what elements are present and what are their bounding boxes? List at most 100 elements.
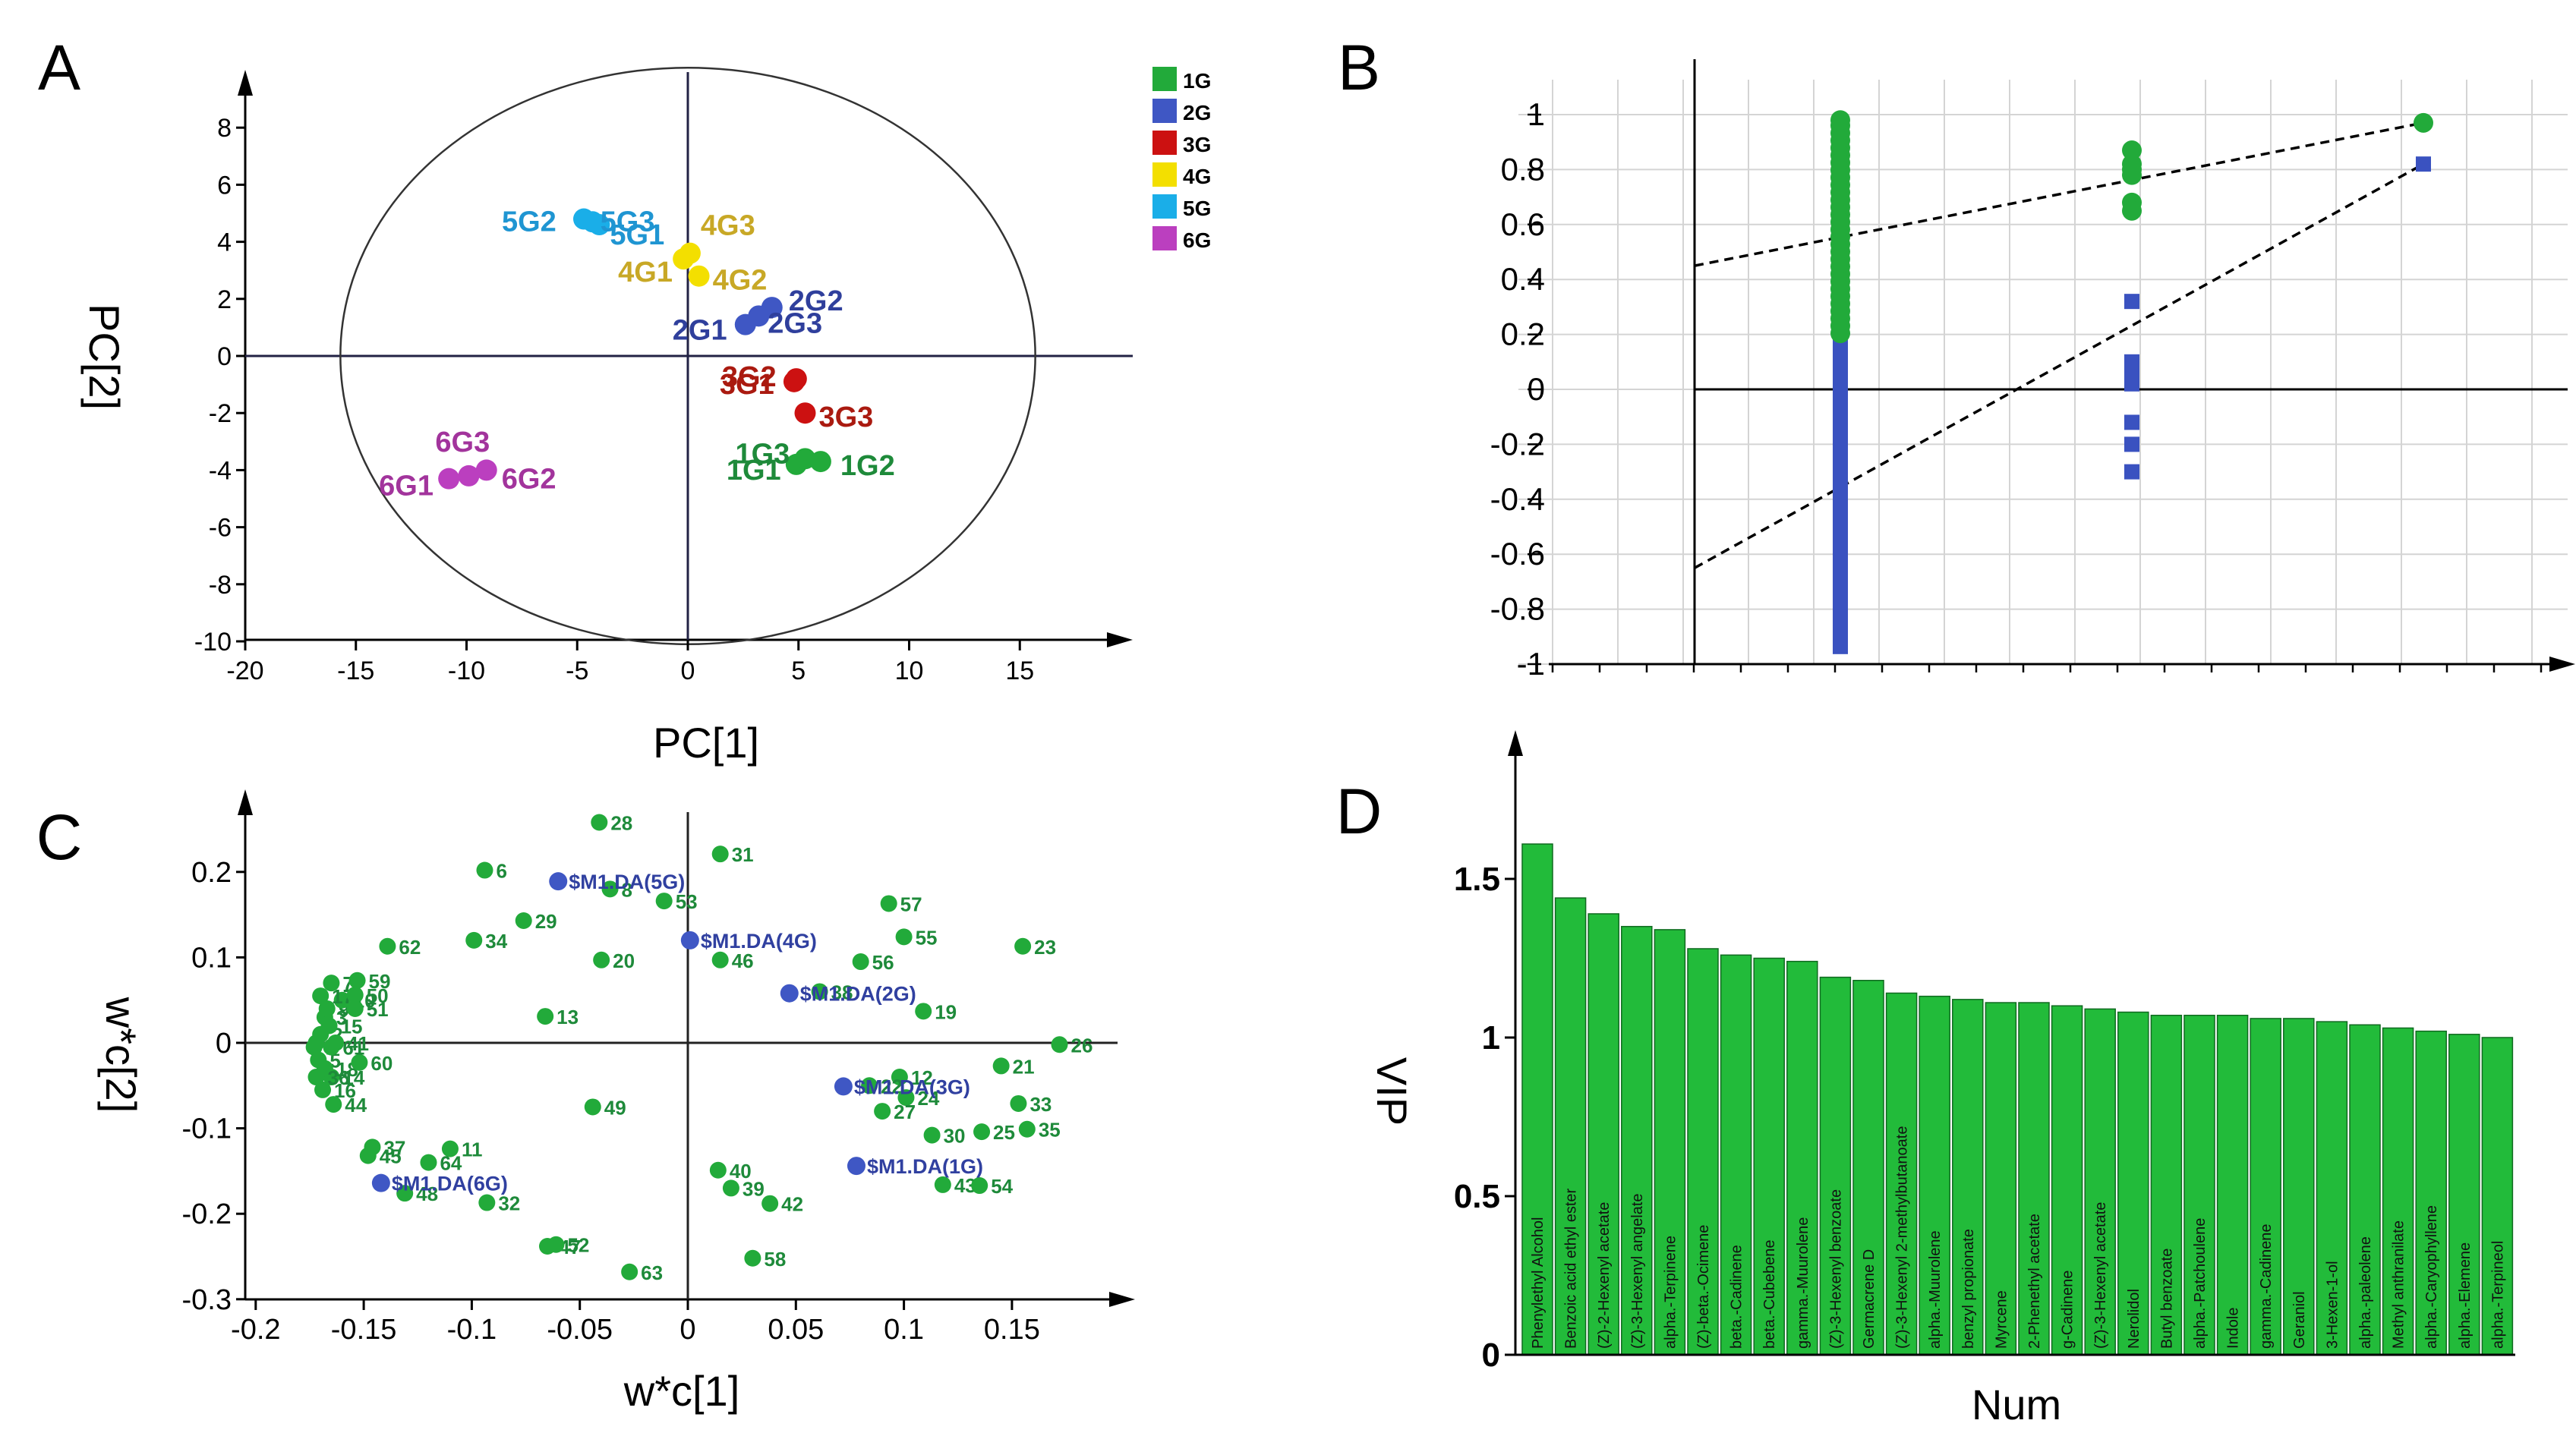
legend-swatch-4g [1152,162,1177,187]
variable-label: 11 [462,1138,483,1161]
y-tick-label: -0.3 [182,1284,232,1316]
score-point-3g2 [785,368,807,390]
x-tick-label: 5 [791,657,806,685]
score-point-1g3 [794,448,816,470]
vip-bar-label: (Z)-2-Hexenyl acetate [1596,1202,1613,1349]
legend-swatch-2g [1152,99,1177,123]
variable-point-6 [476,861,493,879]
variable-label: 42 [781,1193,803,1216]
variable-label: 46 [732,949,754,972]
x-tick-label: 0.15 [984,1314,1040,1346]
score-label: 6G3 [435,427,490,458]
vip-bar-label: alpha.-Caryophyllene [2423,1205,2440,1349]
vip-bar-label: alpha.-Terpinene [1662,1236,1679,1349]
y-tick-label: 0 [1482,1337,1500,1374]
variable-label: 39 [743,1177,765,1200]
class-dummy-point [780,984,799,1003]
score-label: 6G1 [379,471,434,502]
variable-label: 33 [1029,1093,1052,1116]
score-label: 5G2 [502,206,557,238]
vip-bar-17 [2051,1005,2083,1356]
y-axis-label: w*c[2] [97,997,145,1113]
vip-bar-19 [2117,1011,2149,1356]
y-tick-label: 8 [217,114,232,143]
y-tick-label: -4 [209,456,232,485]
variable-point-17 [312,987,329,1005]
variable-point-57 [880,895,897,912]
vip-bar-label: (Z)-3-Hexenyl angelate [1629,1193,1646,1349]
vip-bar-label: 2-Phenethyl acetate [2026,1214,2043,1349]
vip-bar-label: Phenylethyl Alcohol [1530,1217,1547,1349]
y-tick-label: -0.1 [182,1113,232,1145]
x-axis-label: Num [1972,1381,2061,1428]
variable-point-13 [537,1008,554,1025]
score-label: 2G2 [789,285,843,317]
variable-point-7 [323,975,340,992]
vip-bar-label: Myrcene [1993,1290,2010,1349]
variable-point-51 [346,1000,364,1017]
variable-label: 59 [369,970,391,993]
score-label: 3G1 [720,369,774,401]
variable-label: 61 [342,1037,364,1060]
class-dummy-label: $M1.DA(6G) [392,1173,508,1195]
vip-bar-8 [1753,957,1785,1356]
vip-bar-label: Butyl benzoate [2158,1249,2175,1349]
panel-d-vip-bar-chart: 0 0.5 1 1.5 Phenylethyl Alcohol Benzoic acid … [1368,730,2515,1428]
legend-label: 2G [1183,101,1211,124]
variable-point-52 [547,1236,565,1253]
variable-point-36 [307,1069,325,1086]
x-axis-arrow [1109,1292,1135,1307]
y-tick-label: 0 [216,1028,232,1060]
variable-point-63 [621,1263,638,1280]
vip-bar-label: Methyl anthranilate [2391,1220,2407,1349]
x-axis-label: w*c[1] [623,1367,740,1415]
variable-point-42 [761,1195,779,1212]
variable-point-64 [420,1154,437,1171]
panel-c-loading-plot: 0.20.10-0.1-0.2-0.3-0.2 -0.15 -0.1 -0.05 0 0.… [97,789,1135,1415]
r2-marker [2122,140,2142,161]
q2-regression-line [1694,162,2424,569]
score-point-4g2 [688,265,710,287]
vip-bar-30 [2481,1037,2514,1356]
variable-point-26 [1051,1036,1068,1053]
y-tick-label: -8 [209,571,232,600]
y-tick-label: -0.4 [1490,481,1545,517]
class-dummy-label: $M1.DA(3G) [854,1075,970,1098]
y-tick-label: -10 [194,628,232,657]
panel-letter-a: A [38,32,80,103]
legend-label: 1G [1183,69,1211,93]
q2-marker [2124,464,2139,480]
y-tick-label: 1 [1528,96,1545,132]
variable-label: 13 [557,1006,579,1028]
x-tick-label: 0.05 [768,1314,824,1346]
variable-point-53 [655,893,673,910]
variable-point-19 [915,1003,932,1020]
score-label: 4G2 [713,265,768,297]
vip-bar-13 [1919,995,1950,1356]
y-tick-label: 0 [217,342,232,371]
vip-bar-label: (Z)-3-Hexenyl benzoate [1827,1189,1844,1349]
score-label: 5G1 [610,219,664,251]
score-label: 6G2 [502,463,557,495]
score-label: 1G1 [727,455,781,487]
score-label: 4G3 [701,210,755,242]
variable-label: 24 [917,1087,939,1110]
variable-label: 51 [367,998,389,1021]
variable-point-58 [744,1249,761,1267]
variable-point-9 [318,1000,336,1017]
variable-label: 49 [604,1096,626,1119]
vip-bar-label: beta.-Cubebene [1761,1240,1778,1349]
variable-point-40 [709,1161,727,1179]
y-tick-label: 0.2 [191,857,232,889]
x-axis-label: PC[1] [653,719,759,767]
variable-point-30 [923,1126,941,1144]
panel-letter-b: B [1338,32,1380,103]
legend-label: 6G [1183,228,1211,252]
variable-label: 8 [622,878,632,901]
variable-label: 35 [1039,1119,1061,1142]
y-axis-arrow [238,789,253,815]
q2-permuted-marker [1833,638,1848,654]
variable-label: 53 [676,890,698,913]
y-axis-arrow [1508,730,1523,756]
class-dummy-label: $M1.DA(2G) [800,983,916,1006]
